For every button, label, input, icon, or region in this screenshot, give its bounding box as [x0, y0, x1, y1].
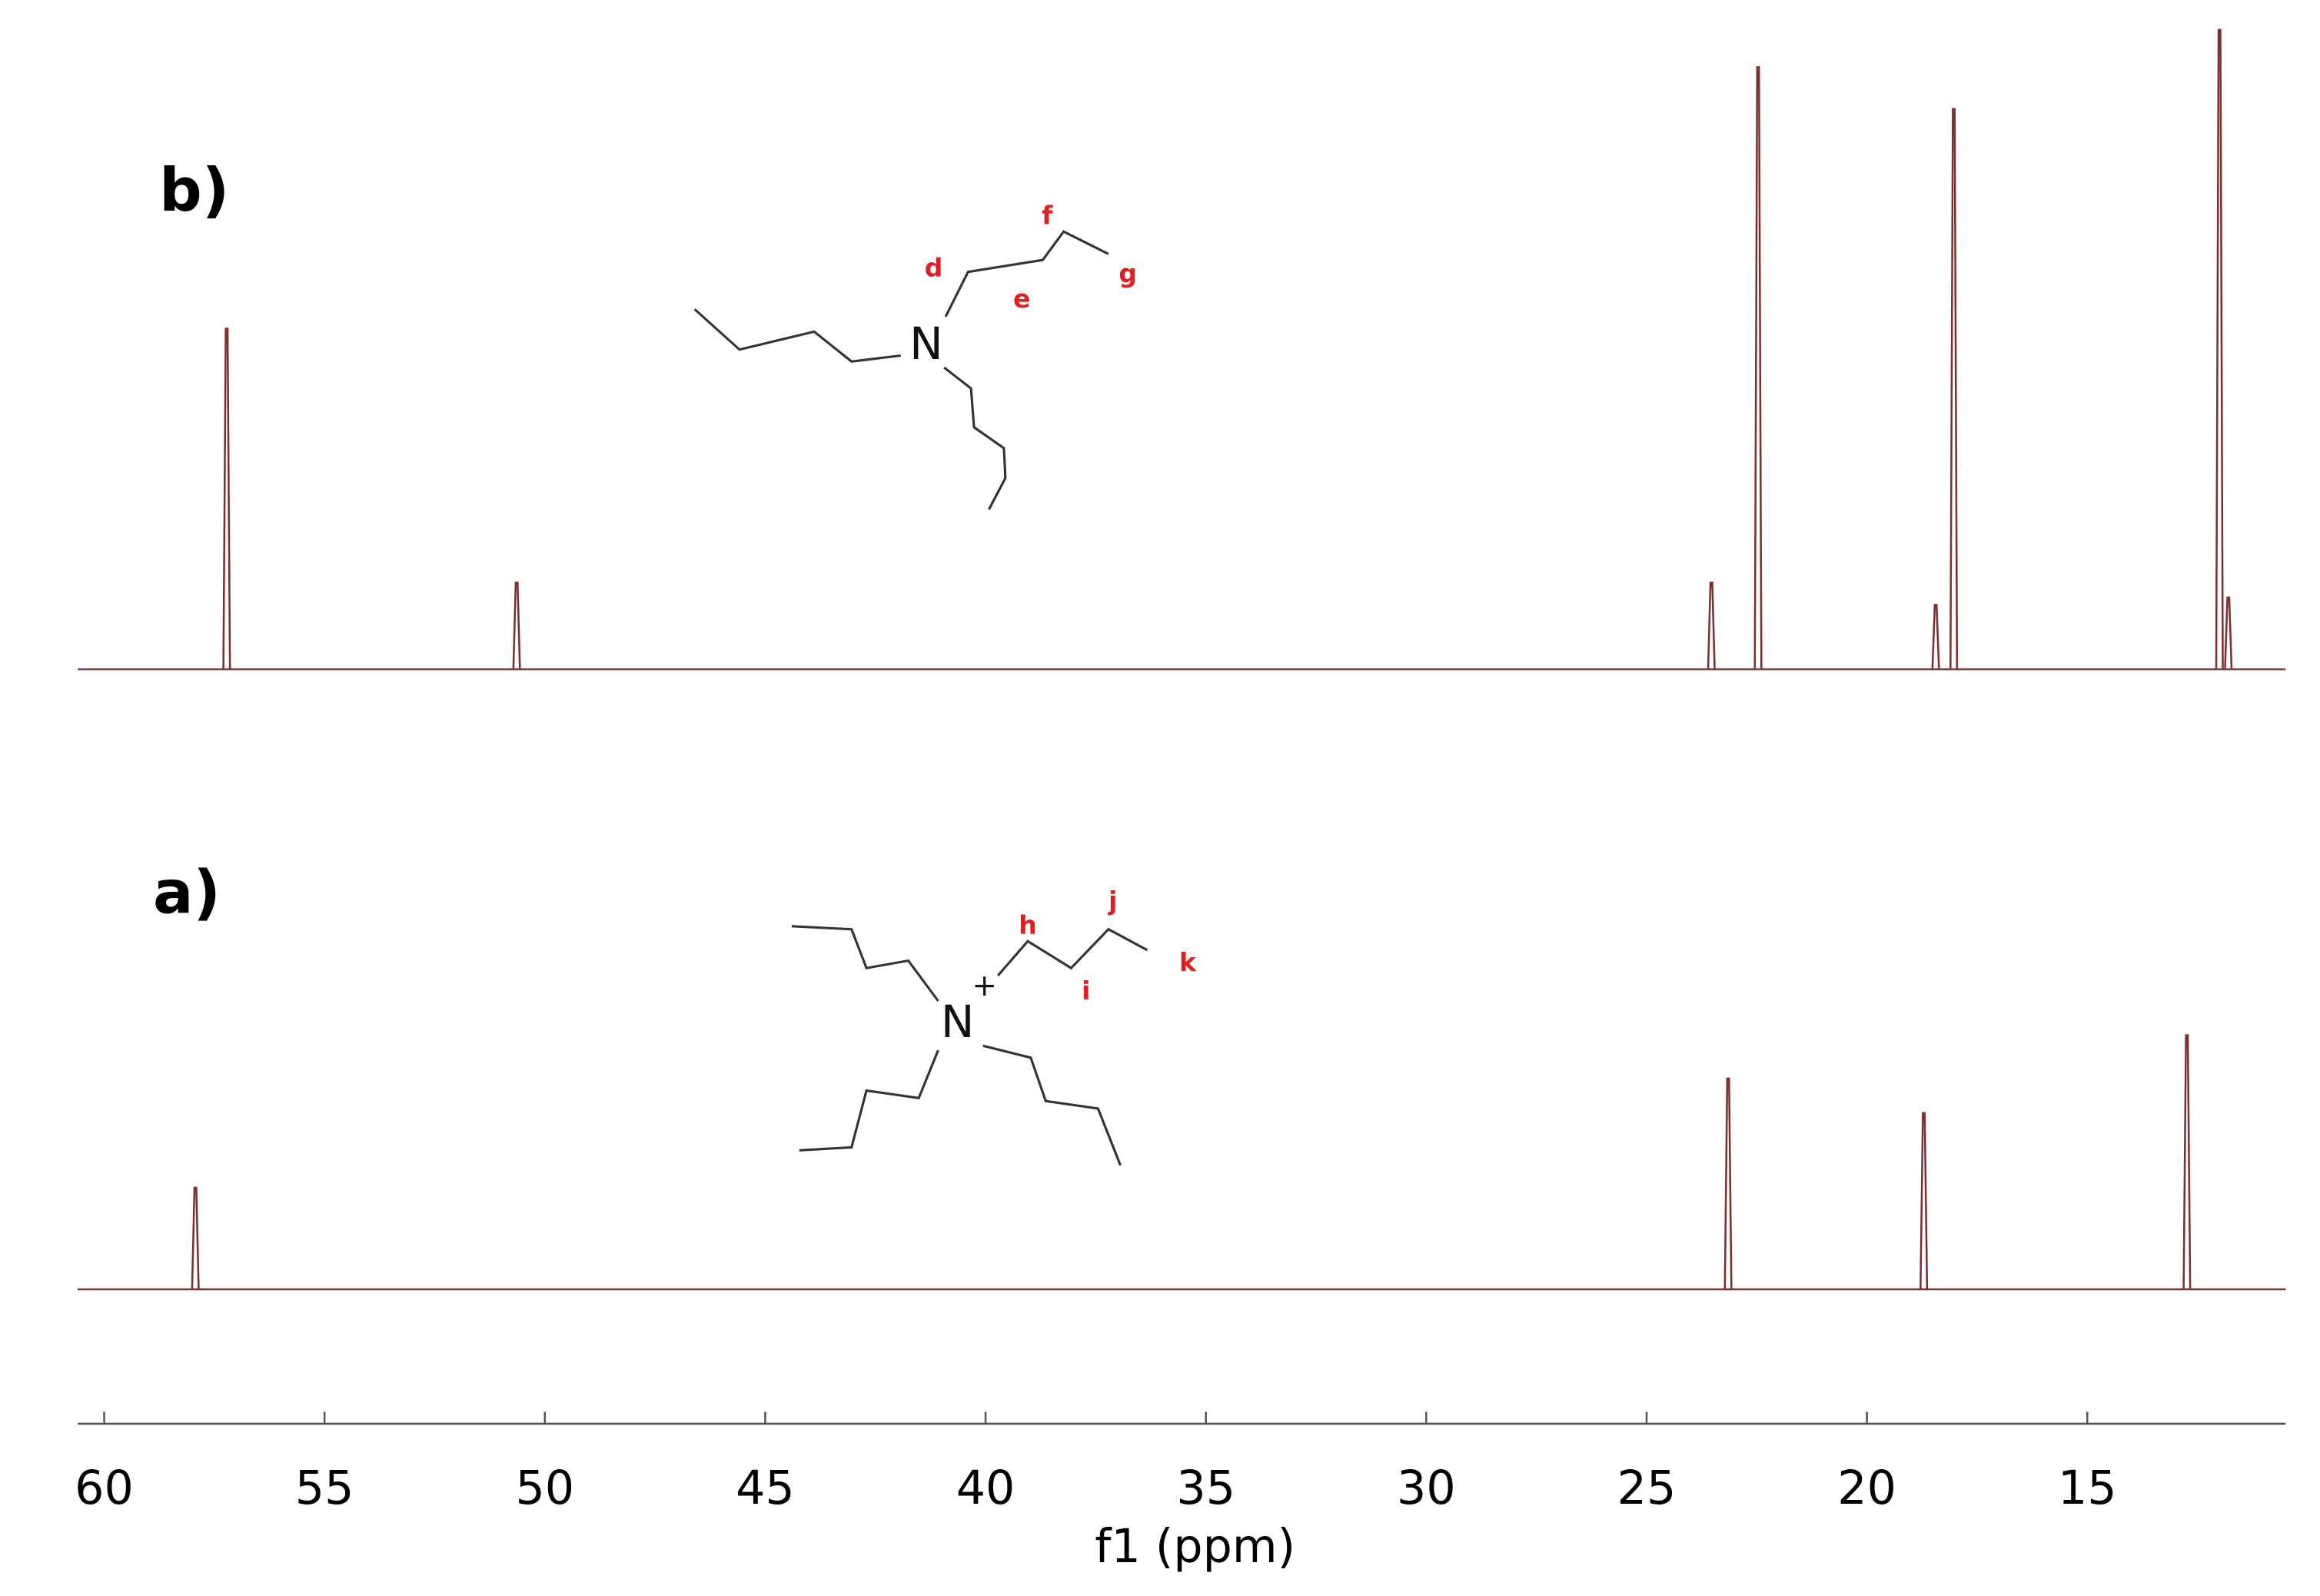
bond: [996, 927, 1148, 976]
x-tick-label: 40: [956, 1461, 1015, 1515]
structure-a: N + h i j k: [791, 886, 1197, 1166]
atom: N: [941, 996, 975, 1048]
carbon-label: g: [1118, 258, 1137, 288]
carbon-label: k: [1179, 947, 1197, 977]
peak: [222, 328, 231, 670]
carbon-label: h: [1019, 909, 1037, 939]
bond: [943, 366, 1007, 510]
bond: [982, 1044, 1122, 1166]
carbon-label: i: [1082, 976, 1090, 1006]
peak: [191, 1186, 200, 1290]
carbon-label: f: [1042, 200, 1053, 230]
panel-label: b): [159, 156, 229, 225]
x-tick-label: 60: [75, 1461, 134, 1515]
panel-label: a): [153, 858, 221, 927]
x-tick-label: 30: [1397, 1461, 1456, 1515]
charge: +: [972, 969, 997, 1003]
bond: [693, 308, 902, 363]
peak: [1931, 603, 1940, 670]
peak: [2215, 28, 2224, 670]
x-tick-label: 35: [1176, 1461, 1235, 1515]
carbon-label: j: [1107, 886, 1117, 916]
peak: [1919, 1112, 1929, 1290]
peak: [1949, 108, 1959, 670]
peak: [1707, 581, 1716, 670]
peak: [1753, 66, 1763, 670]
carbon-label: e: [1013, 284, 1030, 314]
x-tick-label: 55: [295, 1461, 354, 1515]
x-tick-label: 50: [515, 1461, 574, 1515]
x-tick-label: 20: [1837, 1461, 1896, 1515]
structure-b: N d e f g: [693, 200, 1137, 510]
x-tick-label: 15: [2058, 1461, 2117, 1515]
peak: [1723, 1077, 1733, 1290]
carbon-label: d: [925, 252, 943, 282]
peak: [512, 581, 521, 670]
x-tick-label: 45: [736, 1461, 795, 1515]
bond: [799, 1049, 939, 1152]
x-tick-label: 25: [1617, 1461, 1677, 1515]
atom: N: [909, 318, 943, 370]
peak: [2182, 1034, 2192, 1290]
x-axis-label: f1 (ppm): [1095, 1520, 1295, 1574]
bond: [944, 230, 1109, 318]
peak: [2224, 597, 2233, 670]
bond: [791, 925, 939, 1002]
